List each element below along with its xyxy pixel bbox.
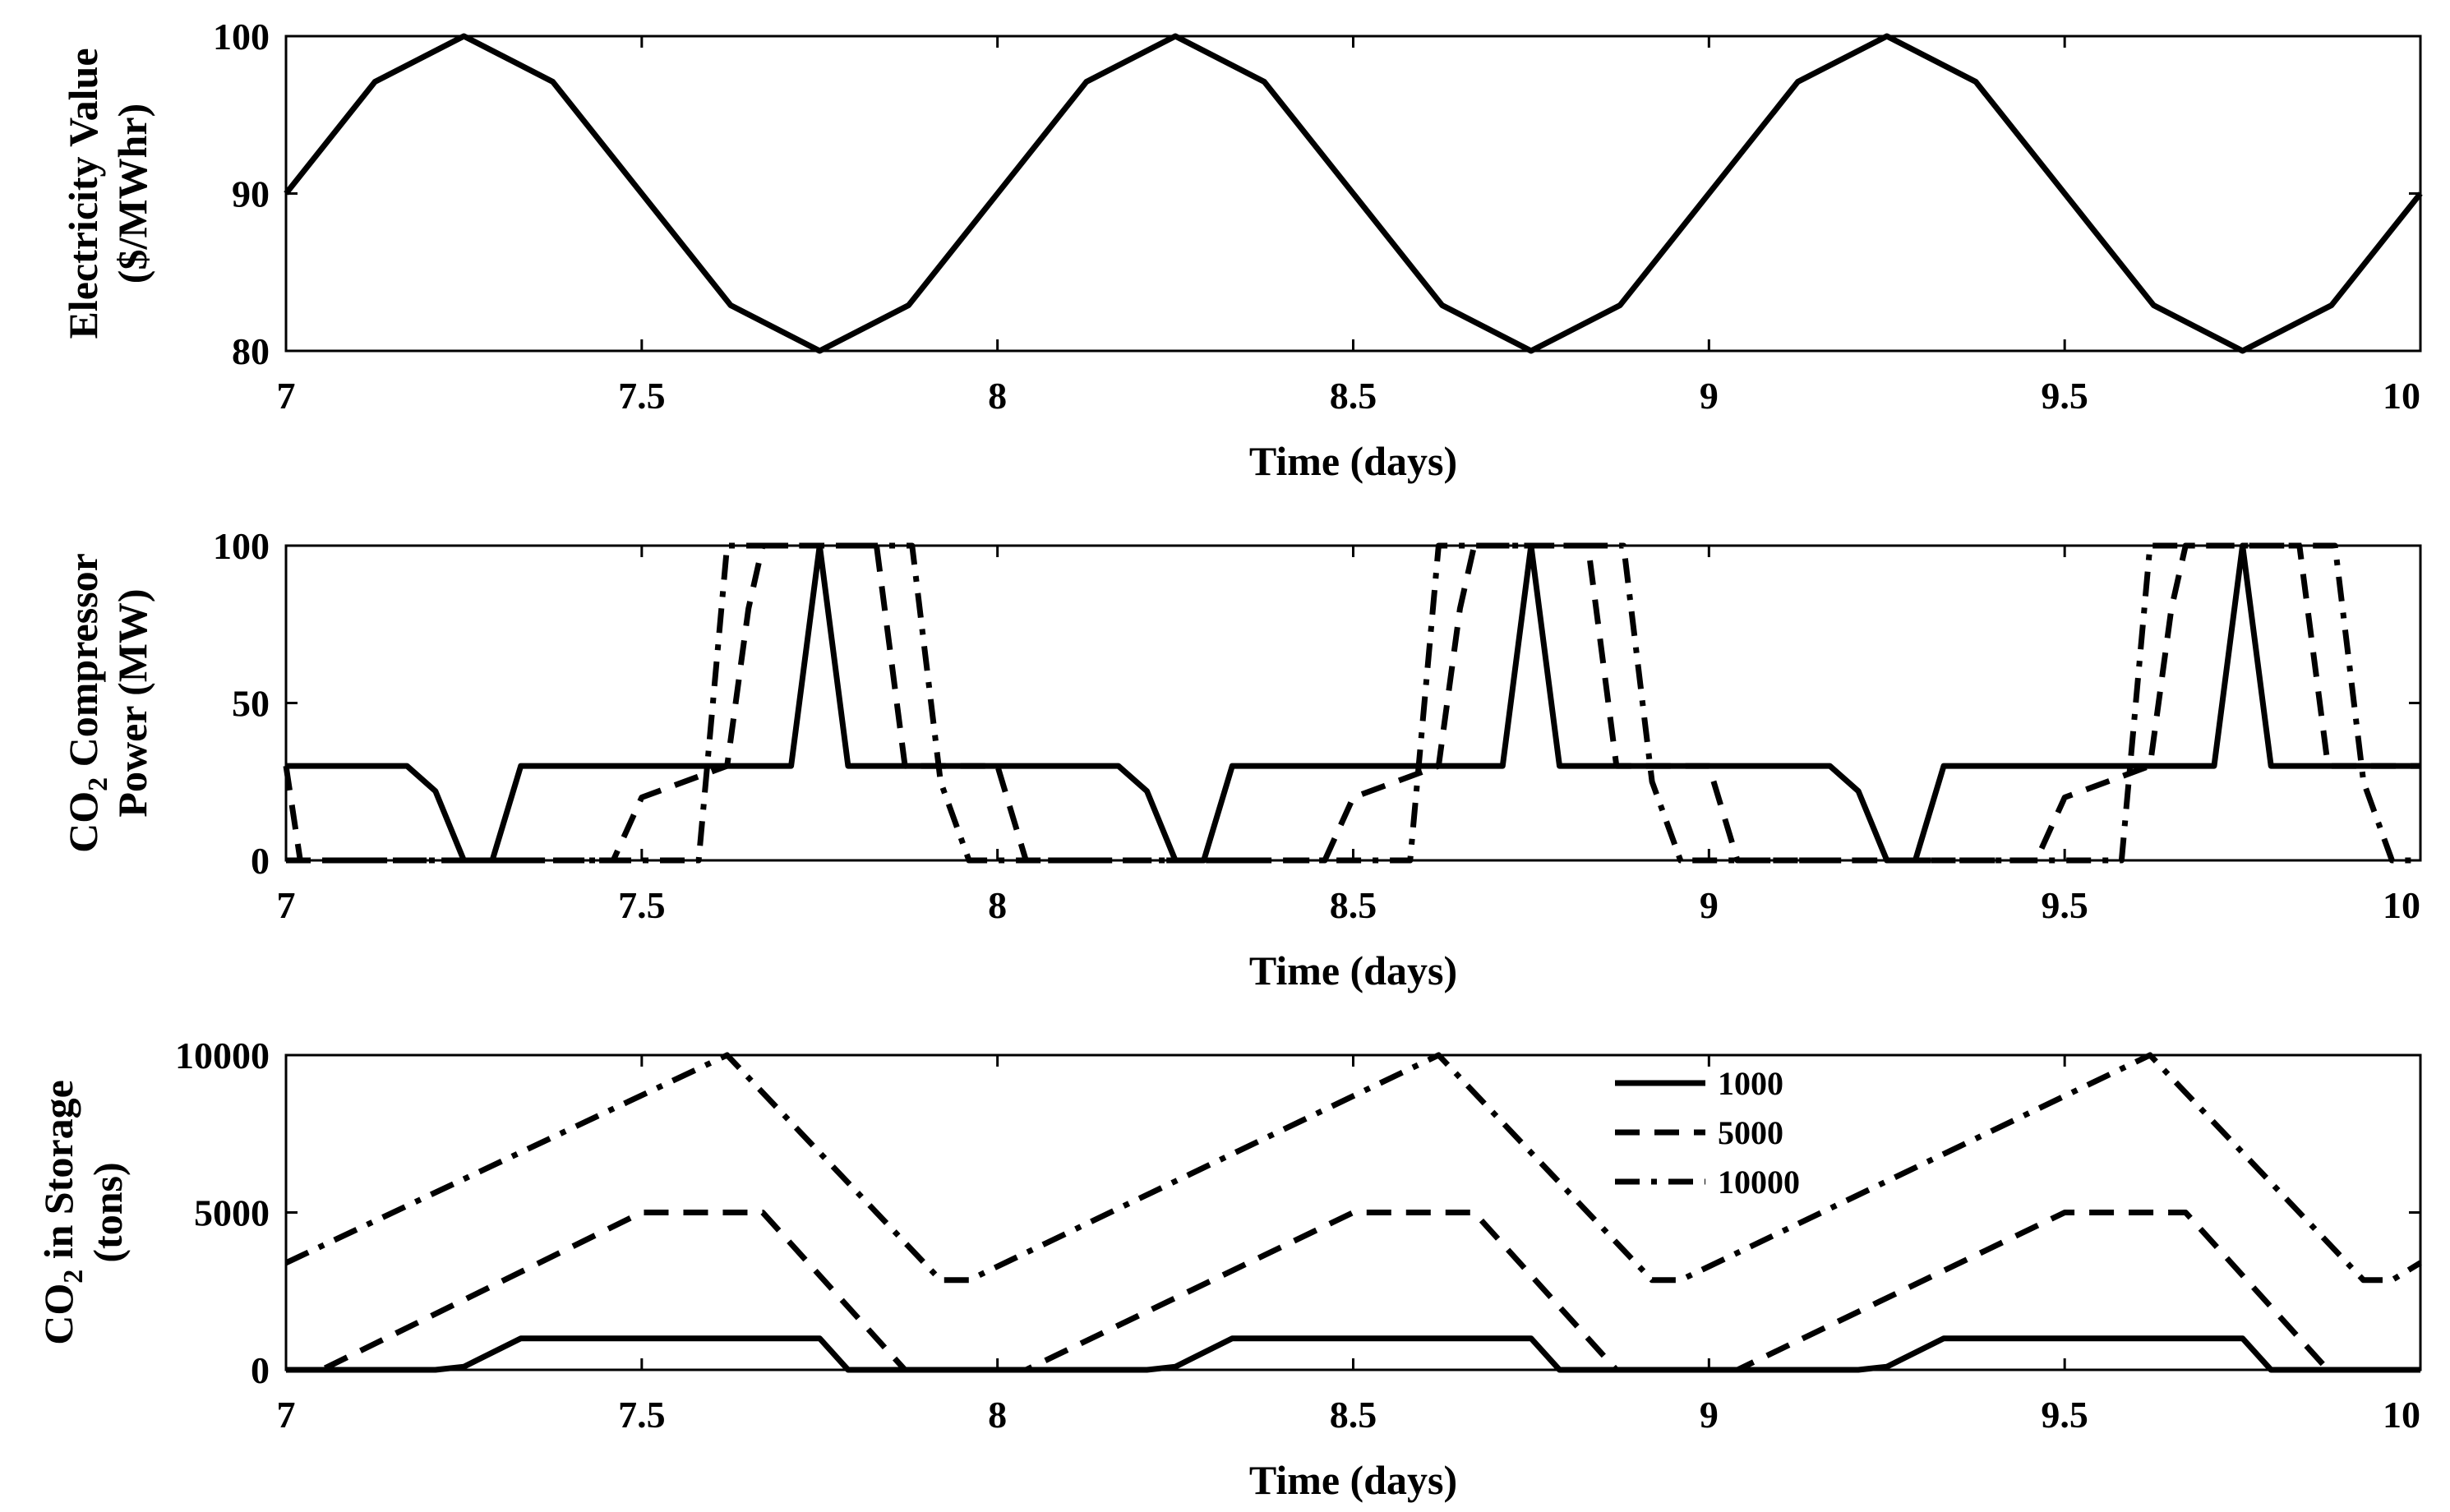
y-tick-label: 90 <box>232 173 270 215</box>
x-tick-label: 9.5 <box>2041 1394 2088 1436</box>
x-axis-title: Time (days) <box>1249 947 1457 993</box>
series-line-10000 <box>284 1052 2422 1284</box>
legend-label: 1000 <box>1718 1065 1783 1102</box>
x-tick-label: 9 <box>1700 375 1719 417</box>
x-tick-label: 9.5 <box>2041 884 2088 926</box>
x-tick-label: 7 <box>277 1394 296 1436</box>
plot-area <box>284 544 2422 862</box>
x-tick-label: 10 <box>2383 375 2420 417</box>
x-tick-label: 8.5 <box>1330 375 1377 417</box>
x-tick-label: 8 <box>988 375 1007 417</box>
x-tick-label: 9.5 <box>2041 375 2088 417</box>
x-tick-label: 7.5 <box>618 375 666 417</box>
y-tick-label: 0 <box>251 1349 270 1391</box>
series-line-main <box>284 33 2423 354</box>
x-axis-title: Time (days) <box>1249 438 1457 484</box>
x-tick-label: 8 <box>988 884 1007 926</box>
x-tick-label: 7.5 <box>618 884 666 926</box>
x-tick-label: 8.5 <box>1330 884 1377 926</box>
x-tick-label: 9 <box>1700 884 1719 926</box>
x-tick-label: 8 <box>988 1394 1007 1436</box>
y-tick-label: 5000 <box>194 1192 270 1234</box>
series-line-10000 <box>286 542 2420 864</box>
y-tick-label: 10000 <box>175 1035 270 1076</box>
series-line-5000 <box>286 1210 2420 1373</box>
electricity-value-chart: 7 7.5 8 8.5 9 9.5 10 80 90 100 Time (days) Electric… <box>60 16 2423 484</box>
x-tick-label: 7 <box>277 375 296 417</box>
co2-storage-chart: 7 7.5 8 8.5 9 9.5 10 0 5000 10000 Time (days) CO2 i… <box>35 1035 2422 1503</box>
series-line-1000 <box>286 542 2420 864</box>
y-tick-label: 100 <box>213 16 270 58</box>
y-tick-label: 50 <box>232 683 270 725</box>
y-axis-title: ($/MWhr) <box>109 104 155 284</box>
y-axis-title: Power (MW) <box>109 588 155 817</box>
x-tick-label: 7 <box>277 884 296 926</box>
x-tick-label: 10 <box>2383 884 2420 926</box>
x-tick-label: 10 <box>2383 1394 2420 1436</box>
x-tick-label: 9 <box>1700 1394 1719 1436</box>
x-axis-title: Time (days) <box>1249 1457 1457 1503</box>
y-tick-label: 0 <box>251 840 270 882</box>
series-line-1000 <box>286 1335 2420 1373</box>
y-axis-title: CO2 in Storage <box>35 1080 89 1345</box>
y-tick-label: 80 <box>232 330 270 372</box>
x-tick-label: 7.5 <box>618 1394 666 1436</box>
y-axis-title: (tons) <box>85 1162 131 1262</box>
y-axis-title: CO2 Compressor <box>60 553 113 853</box>
y-tick-label: 100 <box>213 525 270 567</box>
y-axis-title: Electricity Value <box>60 48 106 339</box>
legend-label: 5000 <box>1718 1114 1783 1151</box>
series-line-5000 <box>283 542 2420 864</box>
legend-label: 10000 <box>1718 1164 1800 1201</box>
x-tick-label: 8.5 <box>1330 1394 1377 1436</box>
